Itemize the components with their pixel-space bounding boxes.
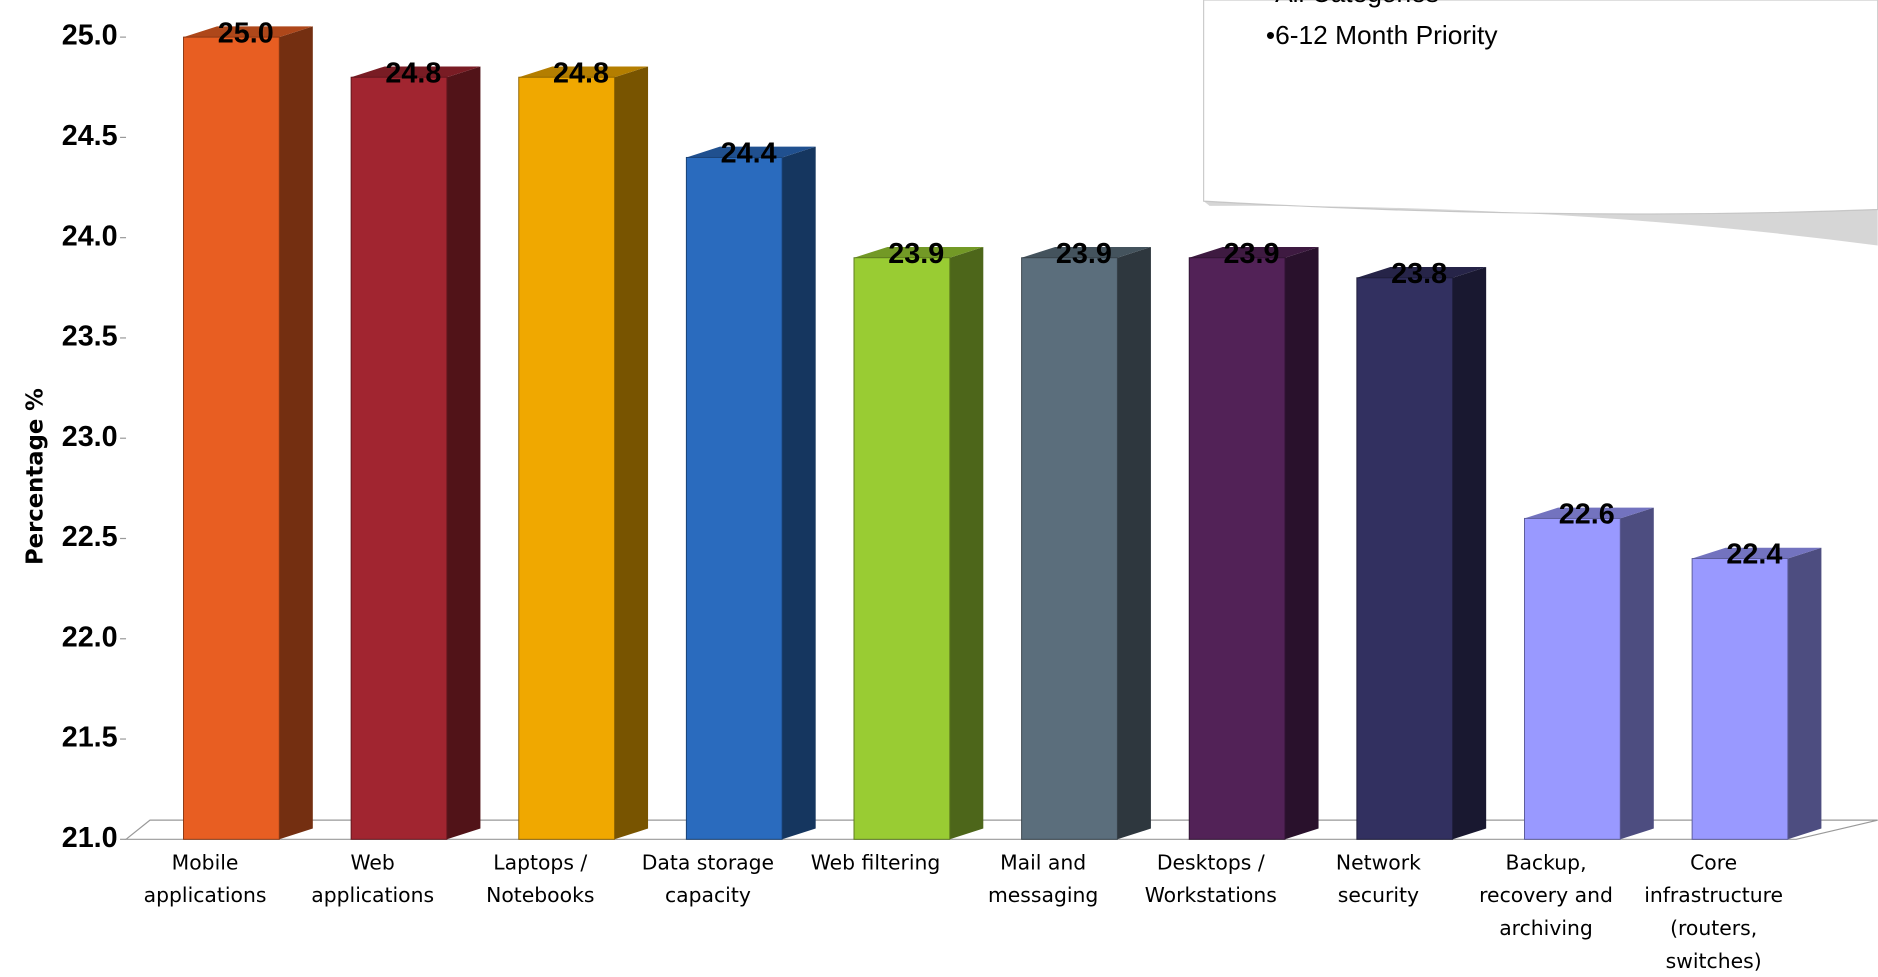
- bar-side: [1452, 266, 1487, 840]
- bar: [1188, 257, 1286, 840]
- x-tick-label: Desktops /: [1157, 850, 1265, 874]
- x-tick-label: Data storage: [642, 850, 774, 874]
- x-tick-label: Network: [1336, 850, 1421, 874]
- y-tick-label: 23.5: [62, 321, 118, 353]
- x-tick-label: Backup,: [1506, 850, 1587, 874]
- bar-side: [446, 66, 481, 840]
- x-tick-label: Workstations: [1145, 883, 1277, 907]
- value-label: 24.4: [721, 138, 777, 170]
- x-tick-label: Mobile: [172, 850, 239, 874]
- legend-note: •All Categories: [1266, 0, 1439, 8]
- bar-side: [614, 66, 649, 840]
- y-tick-label: 21.0: [62, 822, 118, 854]
- bar: [685, 156, 783, 840]
- x-tick-label: Notebooks: [486, 883, 594, 907]
- value-label: 25.0: [218, 17, 274, 49]
- x-tick-label: Laptops /: [493, 850, 587, 874]
- bar-top: [518, 66, 649, 78]
- value-label: 22.6: [1559, 499, 1615, 531]
- bar: [853, 257, 951, 840]
- x-tick-label: recovery and: [1479, 883, 1613, 907]
- x-tick-label: Web: [350, 850, 394, 874]
- bar: [350, 76, 448, 840]
- x-tick-label: applications: [311, 883, 434, 907]
- bar-top: [1356, 266, 1487, 278]
- value-label: 22.4: [1726, 539, 1782, 571]
- x-tick-label: messaging: [988, 883, 1098, 907]
- x-tick-label: Web filtering: [811, 850, 941, 874]
- legend-note: •6-12 Month Priority: [1266, 20, 1498, 50]
- y-tick-label: 22.5: [62, 521, 118, 553]
- bar-top: [1524, 507, 1654, 519]
- x-tick-label: infrastructure: [1644, 883, 1783, 907]
- y-tick-label: 23.0: [62, 421, 118, 453]
- bar-side: [1787, 547, 1822, 840]
- value-label: 23.9: [1224, 238, 1280, 270]
- bar: [1356, 277, 1454, 840]
- bar-top: [183, 26, 313, 38]
- bar-top: [1189, 246, 1319, 258]
- bar-side: [782, 146, 816, 840]
- bar: [518, 76, 616, 840]
- x-tick-label: archiving: [1499, 916, 1593, 940]
- bar-top: [1021, 246, 1151, 258]
- x-tick-label: capacity: [665, 883, 751, 907]
- x-tick-label: Core: [1690, 850, 1737, 874]
- y-tick-label: 24.0: [62, 220, 118, 252]
- bar-top: [686, 146, 816, 158]
- bar-side: [1117, 246, 1151, 840]
- x-tick-label: (routers,: [1670, 916, 1757, 940]
- bar-side: [1620, 507, 1654, 840]
- value-label: 24.8: [553, 57, 609, 89]
- value-label: 23.9: [1056, 238, 1112, 270]
- bar-top: [351, 66, 481, 78]
- bar: [1524, 517, 1621, 840]
- y-tick-label: 21.5: [62, 722, 118, 754]
- x-tick-label: switches): [1666, 949, 1762, 973]
- y-tick-label: 25.0: [62, 20, 118, 52]
- legend-box: [1203, 0, 1878, 215]
- bar-side: [1285, 246, 1319, 840]
- value-label: 23.9: [888, 238, 944, 270]
- y-tick-label: 22.0: [62, 621, 118, 653]
- bar-top: [853, 246, 984, 258]
- x-tick-label: applications: [144, 883, 267, 907]
- bar: [183, 36, 280, 840]
- y-axis-label: Percentage %: [23, 388, 49, 565]
- bar-side: [949, 246, 984, 840]
- y-tick-label: 24.5: [62, 120, 118, 152]
- bar-top: [1692, 547, 1822, 559]
- bar: [1691, 558, 1789, 840]
- x-tick-label: security: [1338, 883, 1419, 907]
- bar-side: [279, 26, 313, 840]
- value-label: 24.8: [385, 57, 441, 89]
- value-label: 23.8: [1391, 258, 1447, 290]
- legend-shadow: [1203, 201, 1878, 246]
- bar: [1021, 257, 1118, 840]
- x-tick-label: Mail and: [1000, 850, 1086, 874]
